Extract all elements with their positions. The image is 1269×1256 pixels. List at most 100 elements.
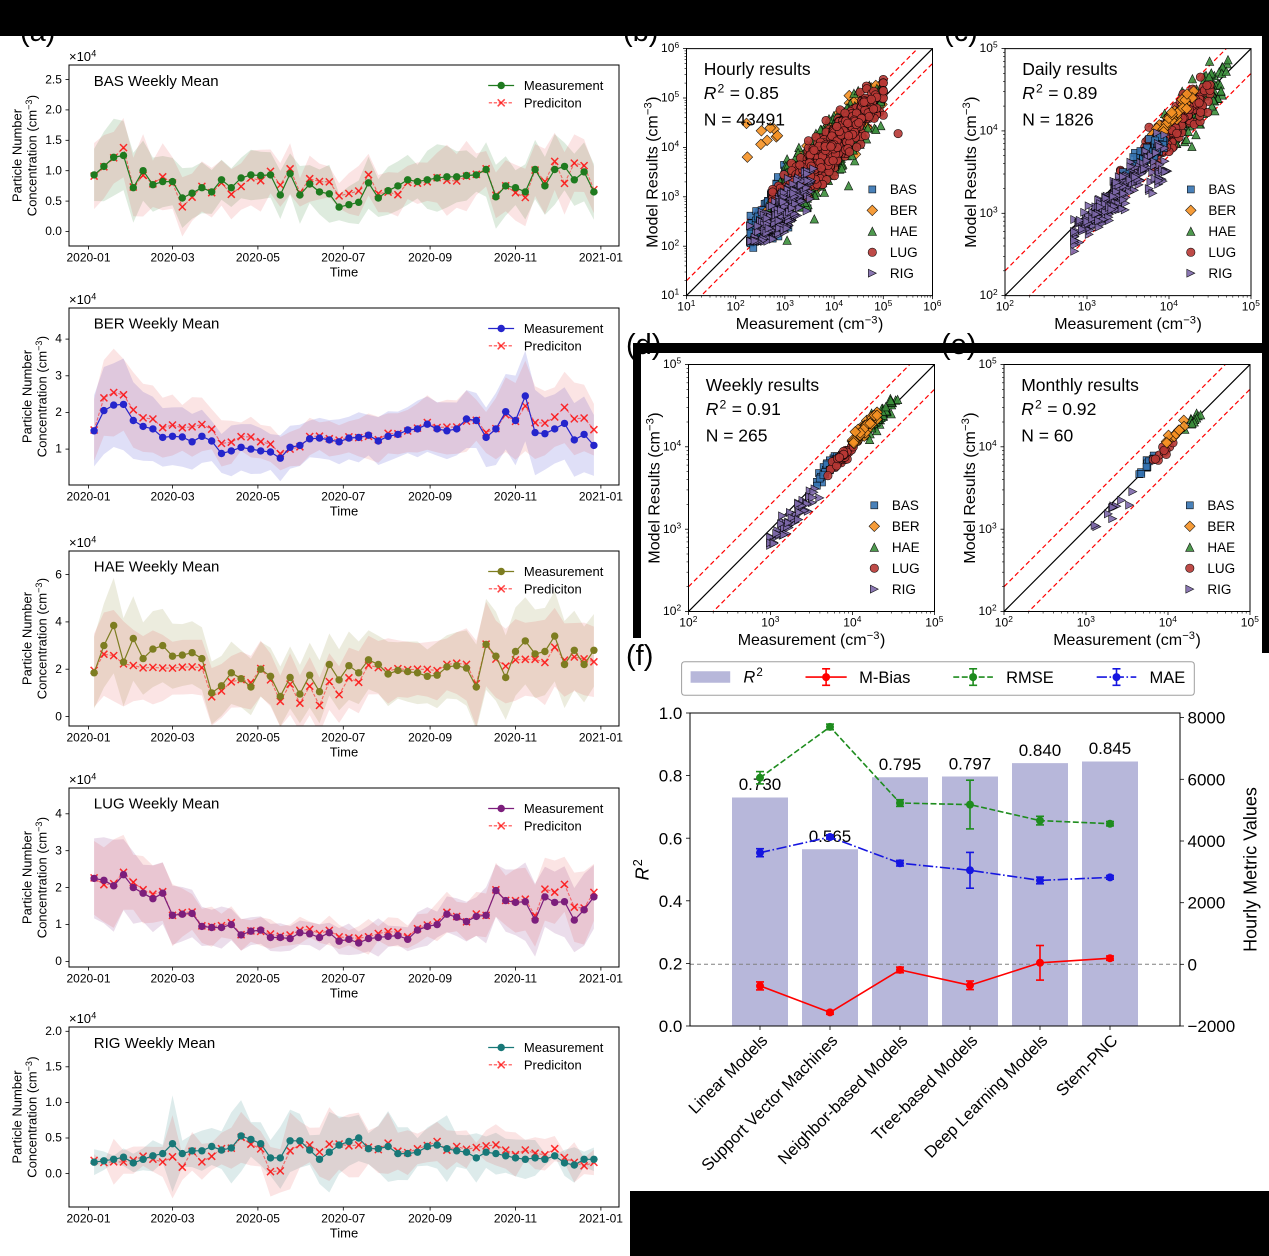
svg-text:RIG Weekly Mean: RIG Weekly Mean	[94, 1035, 215, 1052]
svg-text:2020-01: 2020-01	[66, 490, 110, 504]
svg-text:HAE Weekly Mean: HAE Weekly Mean	[94, 559, 220, 576]
svg-text:× 1 0 4: × 1 0 4	[69, 771, 96, 788]
svg-text:4: 4	[55, 806, 62, 820]
svg-text:BAS: BAS	[1208, 182, 1235, 197]
svg-text:2: 2	[55, 405, 62, 419]
svg-text:3: 3	[55, 369, 62, 383]
svg-text:M e a s: M e a s u r e m e n t ( c m ) − 3	[738, 626, 890, 649]
svg-text:C o n c: C o n c e n t r a t i o n ( c m ) − 3	[29, 573, 51, 699]
svg-text:Time: Time	[330, 745, 358, 760]
svg-text:(f): (f)	[626, 640, 653, 672]
svg-text:Particle Number: Particle Number	[9, 1070, 24, 1164]
svg-text:R 2: R 2	[631, 859, 653, 880]
svg-text:1: 1	[55, 917, 62, 931]
svg-text:× 1 0 4: × 1 0 4	[69, 1010, 96, 1027]
svg-text:× 1 0 4: × 1 0 4	[69, 48, 96, 65]
svg-text:2020-09: 2020-09	[408, 251, 452, 265]
svg-text:RIG: RIG	[892, 582, 916, 597]
svg-text:2021-01: 2021-01	[579, 731, 623, 745]
svg-text:Particle Number: Particle Number	[19, 830, 34, 924]
svg-text:1 0 4: 1 0 4	[1160, 298, 1179, 315]
svg-text:HAE: HAE	[1208, 224, 1236, 239]
svg-text:M e a s: M e a s u r e m e n t ( c m ) − 3	[1053, 626, 1205, 649]
svg-text:2021-01: 2021-01	[579, 490, 623, 504]
svg-text:1 0 2: 1 0 2	[980, 286, 999, 303]
svg-text:2020-05: 2020-05	[236, 972, 280, 986]
svg-text:Prediciton: Prediciton	[524, 818, 582, 833]
svg-text:C o n c: C o n c e n t r a t i o n ( c m ) − 3	[29, 812, 51, 938]
svg-text:2020-07: 2020-07	[321, 1212, 365, 1226]
svg-text:M o d e: M o d e l R e s u l t s ( c m ) − 3	[957, 92, 980, 248]
svg-text:RMSE: RMSE	[1006, 669, 1054, 687]
svg-text:0: 0	[1188, 955, 1197, 974]
svg-text:1 0 1: 1 0 1	[677, 298, 696, 315]
svg-text:2020-09: 2020-09	[408, 490, 452, 504]
svg-text:2020-11: 2020-11	[494, 1212, 537, 1226]
svg-text:2020-03: 2020-03	[150, 731, 194, 745]
svg-text:2020-01: 2020-01	[66, 1212, 110, 1226]
svg-text:1 0 4: 1 0 4	[979, 437, 998, 454]
svg-text:− 2 0: − 2 0 0 0	[1188, 1017, 1236, 1036]
svg-text:1 . 5: 1 . 5	[45, 131, 62, 148]
svg-text:BER: BER	[890, 203, 918, 218]
svg-text:BAS: BAS	[1207, 498, 1234, 513]
svg-text:2020-05: 2020-05	[236, 490, 280, 504]
svg-text:2: 2	[55, 662, 62, 676]
svg-text:2 0 0: 2 0 0 0	[1188, 894, 1226, 913]
svg-text:HAE: HAE	[1207, 540, 1235, 555]
svg-text:0 . 8: 0 . 8	[659, 767, 683, 786]
svg-text:1 0 2: 1 0 2	[663, 602, 682, 619]
svg-text:1 0 3: 1 0 3	[776, 298, 795, 315]
svg-text:Time: Time	[330, 1226, 358, 1241]
svg-text:2 . 0: 2 . 0	[45, 101, 62, 118]
svg-text:N = 43491: N = 43491	[704, 110, 785, 130]
svg-text:2020-07: 2020-07	[321, 972, 365, 986]
svg-text:1 0 4: 1 0 4	[825, 298, 844, 315]
svg-text:4: 4	[55, 332, 62, 346]
svg-text:(c): (c)	[944, 16, 978, 48]
svg-text:1 0 3: 1 0 3	[979, 520, 998, 537]
svg-text:RIG: RIG	[1207, 582, 1231, 597]
svg-text:2021-01: 2021-01	[579, 251, 623, 265]
svg-text:M o d e: M o d e l R e s u l t s ( c m ) − 3	[641, 408, 664, 564]
svg-text:Prediciton: Prediciton	[524, 95, 582, 110]
svg-text:1 . 0: 1 . 0	[659, 704, 683, 723]
svg-text:1 0 5: 1 0 5	[979, 355, 998, 372]
svg-text:2020-03: 2020-03	[150, 251, 194, 265]
svg-text:Hourly results: Hourly results	[704, 59, 811, 79]
svg-text:0.840: 0.840	[1019, 741, 1062, 760]
svg-text:1 0 6: 1 0 6	[661, 39, 680, 56]
svg-text:0: 0	[55, 709, 62, 723]
svg-text:Daily results: Daily results	[1022, 59, 1118, 79]
svg-text:1 0 5: 1 0 5	[1241, 613, 1260, 630]
svg-text:1 0 3: 1 0 3	[663, 520, 682, 537]
svg-text:Particle Number: Particle Number	[9, 108, 24, 202]
svg-text:2020-07: 2020-07	[321, 251, 365, 265]
svg-text:1 0 4: 1 0 4	[980, 122, 999, 139]
svg-text:× 1 0 4: × 1 0 4	[69, 291, 96, 308]
svg-text:Prediciton: Prediciton	[524, 1057, 582, 1072]
svg-text:1 0 3: 1 0 3	[661, 187, 680, 204]
svg-text:0 . 2: 0 . 2	[659, 955, 683, 974]
svg-text:Prediciton: Prediciton	[524, 581, 582, 596]
svg-text:1 0 3: 1 0 3	[761, 614, 780, 631]
svg-text:Measurement: Measurement	[524, 801, 604, 816]
svg-text:BAS Weekly Mean: BAS Weekly Mean	[94, 73, 219, 90]
svg-text:Monthly results: Monthly results	[1021, 375, 1139, 395]
svg-text:Weekly results: Weekly results	[706, 375, 820, 395]
svg-text:Particle Number: Particle Number	[19, 591, 34, 685]
svg-text:2020-05: 2020-05	[236, 1212, 280, 1226]
svg-text:1 0 2: 1 0 2	[727, 298, 746, 315]
svg-text:2020-01: 2020-01	[66, 972, 110, 986]
svg-text:Measurement: Measurement	[524, 564, 604, 579]
svg-text:2021-01: 2021-01	[579, 1212, 623, 1226]
svg-text:0 . 5: 0 . 5	[45, 192, 62, 209]
svg-text:1 0 2: 1 0 2	[979, 602, 998, 619]
svg-text:1 0 5: 1 0 5	[925, 613, 944, 630]
svg-text:0 . 0: 0 . 0	[45, 1164, 62, 1181]
svg-text:R 2 =: R 2 = 0 . 9 1	[706, 395, 781, 419]
svg-text:2020-11: 2020-11	[494, 972, 537, 986]
svg-text:1 0 3: 1 0 3	[980, 204, 999, 221]
svg-text:HAE: HAE	[890, 224, 918, 239]
svg-text:2020-05: 2020-05	[236, 731, 280, 745]
